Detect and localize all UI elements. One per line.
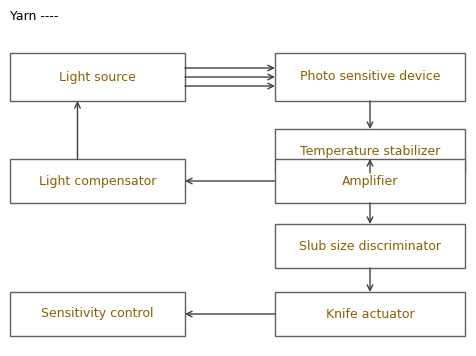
- Text: Temperature stabilizer: Temperature stabilizer: [300, 145, 440, 157]
- Text: Light compensator: Light compensator: [39, 174, 156, 188]
- Bar: [10, 53, 185, 101]
- Bar: [10, 292, 185, 336]
- Bar: [10, 159, 185, 203]
- Text: Knife actuator: Knife actuator: [326, 308, 414, 320]
- Bar: [275, 53, 465, 101]
- Text: Slub size discriminator: Slub size discriminator: [299, 240, 441, 252]
- Bar: [275, 129, 465, 173]
- Text: Sensitivity control: Sensitivity control: [41, 308, 154, 320]
- Bar: [275, 224, 465, 268]
- Text: Photo sensitive device: Photo sensitive device: [300, 70, 440, 84]
- Text: Yarn ----: Yarn ----: [10, 10, 59, 22]
- Bar: [275, 292, 465, 336]
- Text: Light source: Light source: [59, 70, 136, 84]
- Bar: [275, 159, 465, 203]
- Text: Amplifier: Amplifier: [342, 174, 398, 188]
